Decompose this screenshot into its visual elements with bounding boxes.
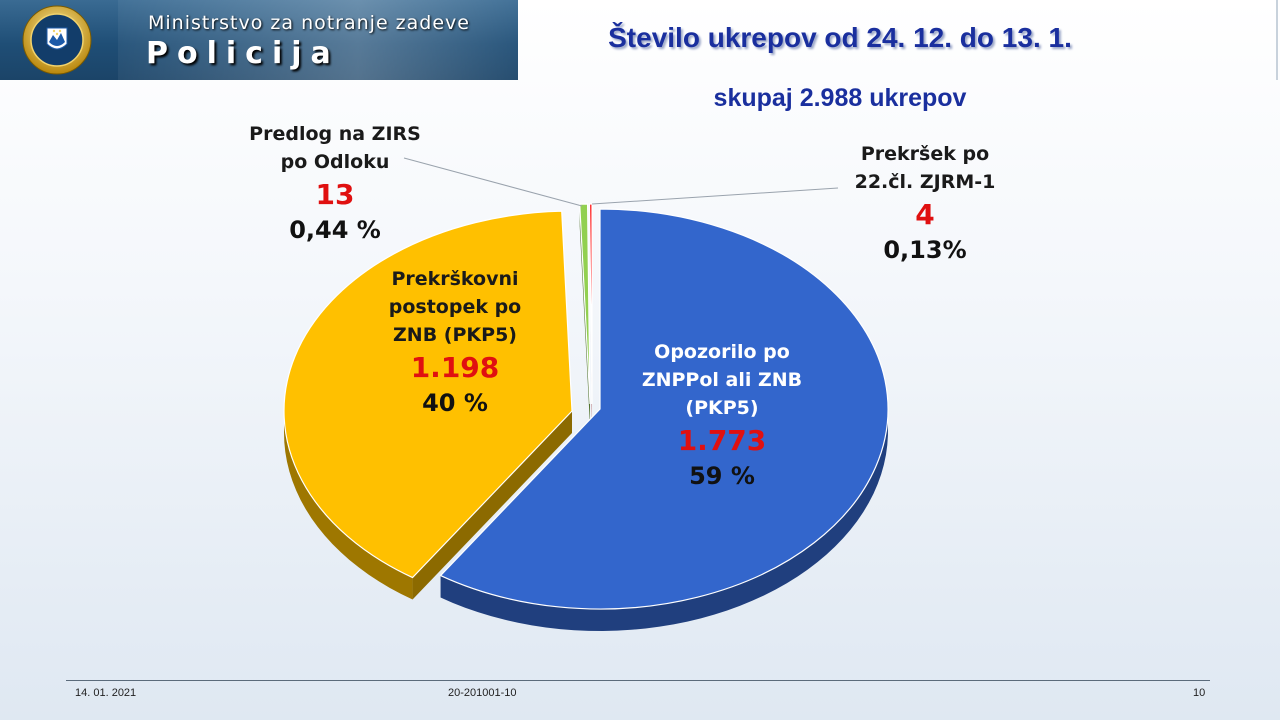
chart-title: Število ukrepov od 24. 12. do 13. 1. [608,22,1072,53]
slice-label-line-0-0: Opozorilo po [654,341,790,363]
slice-value-3: 4 [915,198,934,231]
slice-label-line-3-0: Prekršek po [861,143,989,165]
footer-code: 20-201001-10 [448,687,517,699]
slice-percent-0: 59 % [689,462,755,490]
slice-value-2: 13 [316,178,355,211]
leader-line-3 [591,187,839,205]
pie-slice-0 [439,208,889,610]
slice-percent-1: 40 % [422,389,488,417]
header-banner: Ministrstvo za notranje zadeve Policija [0,0,518,80]
slice-label-line-1-2: ZNB (PKP5) [393,324,517,346]
pie-chart: Opozorilo po ZNPPol ali ZNB (PKP5) 1.773 59 … [249,123,996,631]
pie-slice-3 [588,203,593,405]
pie-slice-wall-1 [412,411,572,600]
slice-label-line-3-1: 22.čl. ZJRM-1 [855,171,996,193]
pie-slice-2 [579,203,591,405]
ministry-name: Ministrstvo za notranje zadeve [148,12,470,34]
slice-label-line-0-1: ZNPPol ali ZNB [642,369,802,391]
slice-label-line-1-0: Prekrškovni [391,268,518,290]
chart-subtitle: skupaj 2.988 ukrepov [713,84,967,112]
pie-slice-1 [283,210,573,579]
header-edge-line [1276,0,1278,80]
pie-slice-side-1 [284,410,413,600]
slice-label-line-0-2: (PKP5) [685,397,758,419]
header-gloss [118,0,518,80]
slice-percent-3: 0,13% [883,236,966,264]
police-badge-icon [22,5,92,75]
leader-line-2 [403,157,583,207]
pie-slice-side-0 [440,412,888,631]
slice-label-line-1-1: postopek po [389,296,522,318]
slice-value-0: 1.773 [678,424,767,457]
brand-name: Policija [146,36,340,71]
footer-divider [66,680,1210,681]
slice-value-1: 1.198 [411,351,500,384]
footer-date: 14. 01. 2021 [75,687,137,699]
footer-page-number: 10 [1193,687,1206,699]
slice-percent-2: 0,44 % [289,216,381,244]
slice-label-line-2-0: Predlog na ZIRS [249,123,421,145]
slice-label-line-2-1: po Odloku [281,151,390,173]
